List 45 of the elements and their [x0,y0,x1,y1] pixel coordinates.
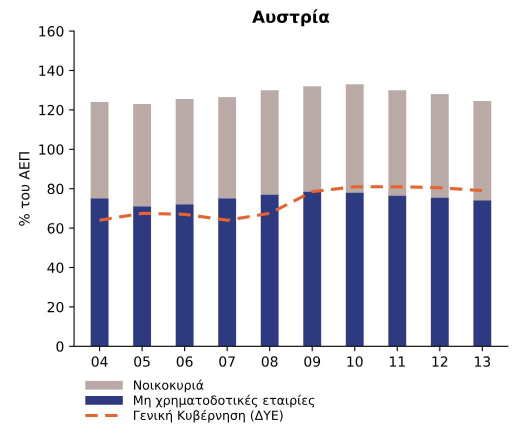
y-tick-label: 140 [39,65,64,76]
legend-label: Νοικοκυριά [134,380,204,392]
bar [346,84,364,193]
y-tick-label: 0 [56,341,64,352]
x-tick-label: 05 [134,356,150,367]
bar [260,90,279,195]
y-tick-label: 80 [48,184,64,194]
legend-label: Μη χρηματοδοτικές εταιρίες [134,394,314,408]
bar [303,86,322,192]
bar [218,97,236,199]
x-tick-label: 04 [92,356,108,367]
bar [430,94,449,198]
bar [388,90,406,196]
x-tick-label: 06 [176,356,193,367]
bar [176,204,194,346]
bar [90,102,109,199]
bar [90,198,109,346]
y-tick-label: 40 [47,262,64,273]
bar [176,99,194,204]
bar [303,192,322,346]
bar [133,104,152,206]
y-tick-label: 20 [48,302,64,312]
bar [473,200,492,346]
x-tick-label: 13 [475,356,490,367]
line-series [98,185,484,222]
x-tick-label: 07 [219,356,235,367]
x-tick-label: 12 [432,356,448,367]
legend-label: Γενική Κυβέρνηση (ΔΥΕ) [134,410,283,422]
y-axis-title: % του ΑΕΠ [19,152,30,226]
y-tick-label: 160 [39,26,64,37]
bar [430,198,449,346]
y-tick-label: 120 [39,104,64,116]
bar [133,206,152,346]
x-tick-label: 10 [347,356,363,367]
bar [218,198,236,346]
bar [260,194,279,346]
bar [473,101,492,201]
x-tick-label: 11 [390,356,405,367]
y-tick-label: 100 [39,144,64,155]
bar [388,196,406,346]
chart-title: Αυστρία [252,9,330,26]
y-tick-label: 60 [48,223,64,234]
x-tick-label: 08 [262,356,278,367]
bar [346,192,364,346]
x-tick-label: 09 [304,356,320,367]
